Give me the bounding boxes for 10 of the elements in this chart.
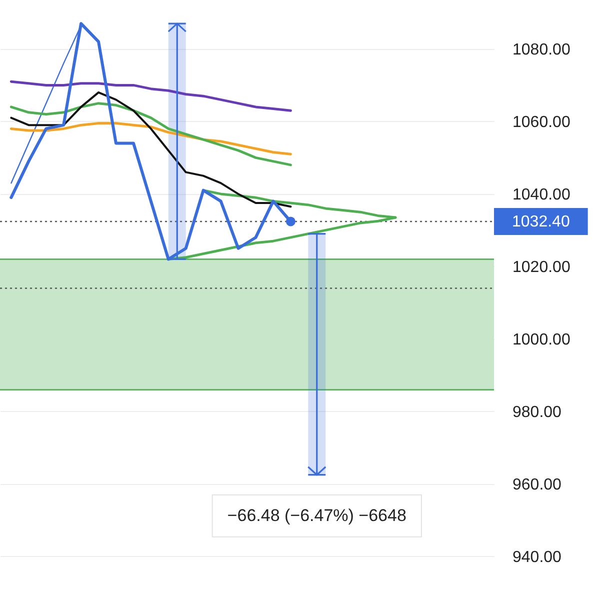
y-tick-label: 940.00 xyxy=(512,548,562,566)
y-tick-label: 1020.00 xyxy=(512,258,570,276)
ref-line-label: 1032.40 xyxy=(512,214,570,231)
data-label: −66.48 (−6.47%) −6648 xyxy=(227,506,406,525)
y-tick-label: 980.00 xyxy=(512,404,562,421)
y-tick-label: 1060.00 xyxy=(512,114,570,131)
y-tick-label: 1000.00 xyxy=(512,331,570,348)
y-tick-label: 1040.00 xyxy=(512,186,570,204)
y-tick-label: 960.00 xyxy=(512,476,562,494)
y-tick-label: 1080.00 xyxy=(512,41,570,58)
